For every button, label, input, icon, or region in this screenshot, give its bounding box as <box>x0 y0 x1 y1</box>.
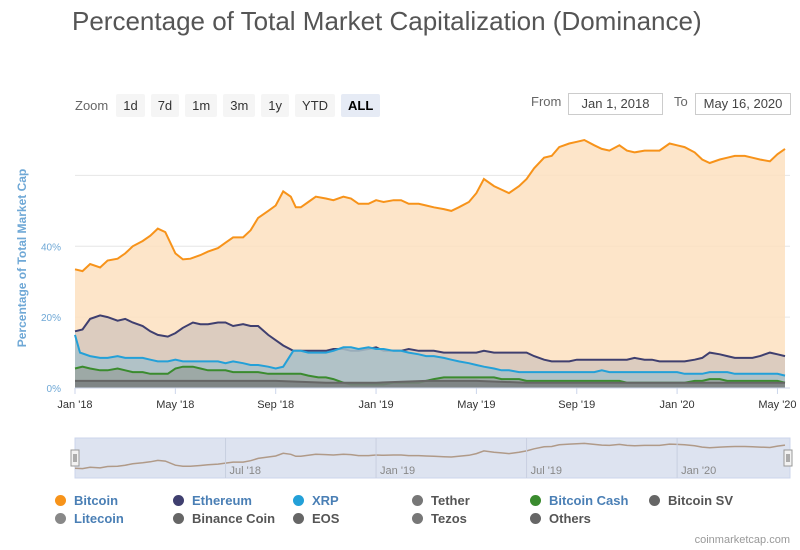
legend-label-others: Others <box>549 511 591 526</box>
navigator-tick-label-2: Jul '19 <box>531 465 562 477</box>
legend-item-others[interactable]: Others <box>530 511 591 526</box>
legend-item-xrp[interactable]: XRP <box>293 493 339 508</box>
zoom-1y-button[interactable]: 1y <box>261 94 290 117</box>
line-bitcoin <box>74 138 786 273</box>
legend-marker-bitcoin-sv <box>649 495 660 506</box>
chart-areas <box>74 138 786 388</box>
legend-label-litecoin: Litecoin <box>74 511 124 526</box>
legend-item-bitcoin-cash[interactable]: Bitcoin Cash <box>530 493 628 508</box>
legend-marker-litecoin <box>55 513 66 524</box>
y-tick-label-2: 40% <box>41 242 61 253</box>
x-tick-label-3: Jan '19 <box>358 399 393 411</box>
x-tick-label-7: May '20 <box>758 399 796 411</box>
zoom-label: Zoom <box>75 98 109 113</box>
legend-marker-ethereum <box>173 495 184 506</box>
legend-marker-binance-coin <box>173 513 184 524</box>
legend-item-ethereum[interactable]: Ethereum <box>173 493 252 508</box>
legend-item-bitcoin-sv[interactable]: Bitcoin SV <box>649 493 733 508</box>
range-from-label: From <box>531 94 562 109</box>
legend-item-tether[interactable]: Tether <box>412 493 470 508</box>
chart-title: Percentage of Total Market Capitalizatio… <box>72 6 702 36</box>
navigator-handle-left[interactable] <box>70 449 80 467</box>
legend-marker-xrp <box>293 495 304 506</box>
zoom-1m-button[interactable]: 1m <box>185 94 218 117</box>
x-tick-label-5: Sep '19 <box>558 399 595 411</box>
zoom-all-button[interactable]: ALL <box>341 94 381 117</box>
legend-item-litecoin[interactable]: Litecoin <box>55 511 124 526</box>
line-ethereum <box>74 314 786 363</box>
legend-label-bitcoin: Bitcoin <box>74 493 119 508</box>
legend-item-eos[interactable]: EOS <box>293 511 339 526</box>
y-tick-label-1: 20% <box>41 313 61 324</box>
legend-marker-tezos <box>412 513 423 524</box>
legend-label-binance-coin: Binance Coin <box>192 511 276 526</box>
navigator-handle-right[interactable] <box>783 449 793 467</box>
credit-text: coinmarketcap.com <box>694 534 790 546</box>
legend-label-tether: Tether <box>431 493 470 508</box>
legend-marker-bitcoin-cash <box>530 495 541 506</box>
y-tick-label-0: 0% <box>47 384 62 395</box>
legend-label-bitcoin-cash: Bitcoin Cash <box>549 493 629 508</box>
legend-item-binance-coin[interactable]: Binance Coin <box>173 511 275 526</box>
x-tick-label-6: Jan '20 <box>660 399 695 411</box>
y-axis-label: Percentage of Total Market Cap <box>15 169 29 348</box>
legend-label-ethereum: Ethereum <box>192 493 252 508</box>
legend-label-tezos: Tezos <box>431 511 467 526</box>
range-navigator[interactable]: Jul '18 Jan '19 Jul '19 Jan '20 <box>70 437 793 479</box>
x-tick-label-1: May '18 <box>156 399 194 411</box>
zoom-controls: Zoom 1d 7d 1m 3m 1y YTD ALL <box>75 94 381 117</box>
y-axis: 0% 20% 40% <box>41 242 61 395</box>
legend-marker-tether <box>412 495 423 506</box>
navigator-line <box>74 442 786 470</box>
range-to-input[interactable] <box>695 93 791 115</box>
zoom-1d-button[interactable]: 1d <box>116 94 145 117</box>
legend-item-bitcoin[interactable]: Bitcoin <box>55 493 118 508</box>
line-others <box>75 379 785 384</box>
navigator-tick-label-3: Jan '20 <box>681 465 716 477</box>
legend-item-tezos[interactable]: Tezos <box>412 511 467 526</box>
legend-marker-bitcoin <box>55 495 66 506</box>
zoom-3m-button[interactable]: 3m <box>223 94 256 117</box>
legend-marker-eos <box>293 513 304 524</box>
line-xrp <box>74 334 786 377</box>
zoom-7d-button[interactable]: 7d <box>150 94 180 117</box>
range-from-input[interactable] <box>568 93 663 115</box>
legend-label-eos: EOS <box>312 511 340 526</box>
zoom-ytd-button[interactable]: YTD <box>295 94 336 117</box>
navigator-tick-label-0: Jul '18 <box>230 465 261 477</box>
x-tick-label-4: May '19 <box>457 399 495 411</box>
area-others <box>75 380 785 388</box>
legend-label-bitcoin-sv: Bitcoin SV <box>668 493 734 508</box>
legend-label-xrp: XRP <box>312 493 339 508</box>
x-tick-label-2: Sep '18 <box>257 399 294 411</box>
legend-marker-others <box>530 513 541 524</box>
range-to-label: To <box>674 94 688 109</box>
navigator-tick-label-1: Jan '19 <box>380 465 415 477</box>
x-axis: Jan '18 May '18 Sep '18 Jan '19 May '19 Sep '… <box>57 387 797 411</box>
x-tick-label-0: Jan '18 <box>57 399 92 411</box>
